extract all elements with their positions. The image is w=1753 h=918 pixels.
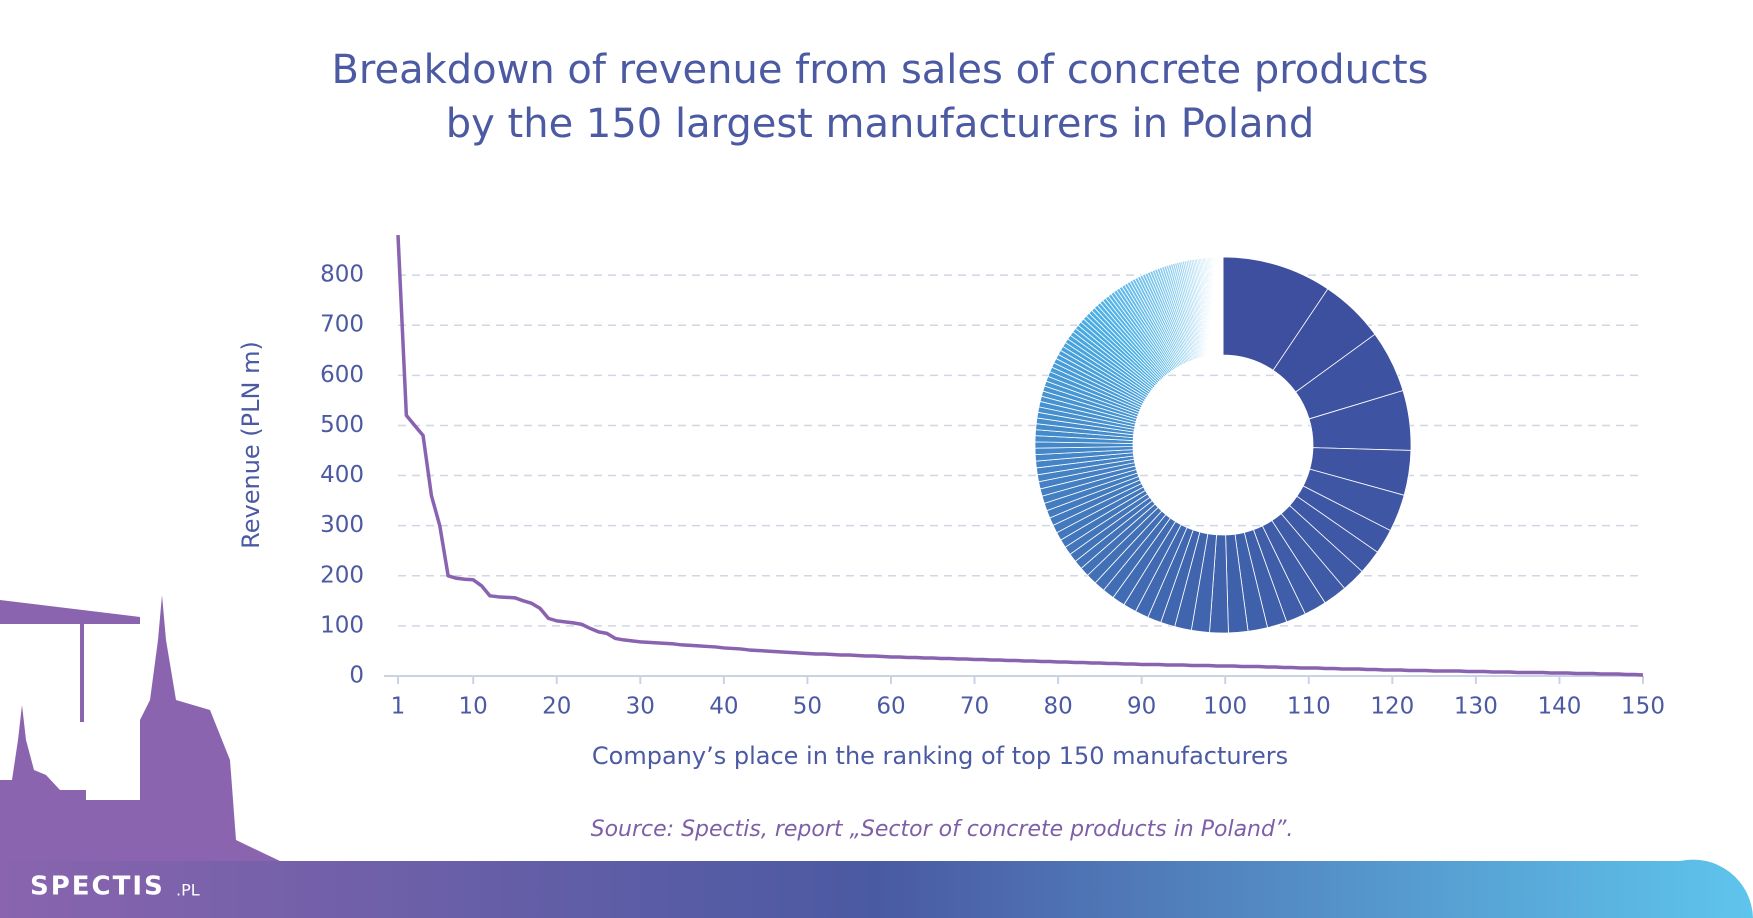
logo-suffix: .PL [176,881,200,900]
x-tick-label: 20 [542,694,571,720]
chart-title: by the 150 largest manufacturers in Pola… [446,101,1315,147]
source: Source: Spectis, report „Sector of concr… [591,817,1294,842]
y-tick-label: 100 [320,612,364,638]
y-tick-label: 800 [320,262,364,288]
y-axis-label: Revenue (PLN m) [237,341,265,549]
y-tick-label: 400 [320,462,364,488]
chart-title: Breakdown of revenue from sales of concr… [331,47,1428,93]
y-tick-label: 300 [320,512,364,538]
x-tick-label: 120 [1370,694,1414,720]
x-tick-label: 130 [1454,694,1498,720]
x-tick-label: 90 [1127,694,1156,720]
x-tick-label: 100 [1203,694,1247,720]
x-tick-label: 80 [1043,694,1072,720]
y-tick-label: 600 [320,362,364,388]
x-tick-label: 150 [1621,694,1665,720]
y-tick-label: 500 [320,412,364,438]
x-tick-label: 110 [1287,694,1331,720]
x-tick-label: 1 [391,694,406,720]
line-series [396,234,1644,677]
y-tick-label: 700 [320,312,364,338]
x-tick-label: 140 [1537,694,1581,720]
x-tick-label: 10 [459,694,488,720]
x-tick-label: 70 [960,694,989,720]
donut [1034,256,1412,634]
skyline [0,595,280,861]
x-axis-label: Company’s place in the ranking of top 15… [592,742,1288,770]
y-tick-label: 0 [349,663,364,689]
x-tick-label: 30 [626,694,655,720]
x-tick-label: 40 [709,694,738,720]
logo: SPECTIS [30,872,165,902]
x-tick-label: 60 [876,694,905,720]
x-tick-label: 50 [793,694,822,720]
y-tick-label: 200 [320,562,364,588]
footer-band [0,859,1753,918]
